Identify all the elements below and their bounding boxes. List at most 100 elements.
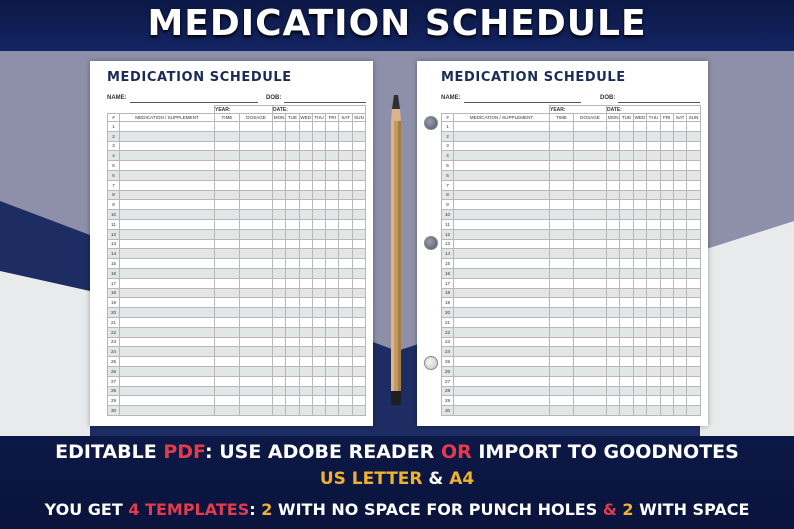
row-number: 1 [107, 121, 120, 132]
entry-cell [311, 160, 327, 171]
entry-cell [351, 218, 367, 230]
table-row: 13 [107, 238, 367, 250]
column-header: MON [271, 113, 287, 122]
or-text: OR [440, 441, 472, 463]
entry-cell [239, 287, 273, 299]
entry-cell [214, 267, 240, 279]
entry-cell [605, 199, 621, 211]
table-row: 30 [107, 405, 367, 416]
entry-cell [573, 248, 607, 260]
entry-cell [325, 130, 340, 142]
entry-cell [646, 326, 661, 338]
entry-cell [285, 287, 300, 299]
entry-cell [271, 150, 287, 162]
entry-cell [351, 199, 367, 211]
entry-cell [214, 375, 240, 387]
entry-cell [311, 130, 327, 142]
entry-cell [646, 307, 661, 318]
entry-cell [285, 277, 300, 289]
column-header: MON [605, 113, 621, 122]
entry-cell [605, 356, 621, 367]
entry-cell [646, 179, 661, 191]
entry-cell [325, 365, 340, 377]
entry-cell [573, 365, 607, 377]
column-header: TIME [549, 113, 574, 122]
column-header: SAT [672, 113, 688, 122]
entry-cell [573, 356, 607, 367]
entry-cell [325, 336, 340, 348]
entry-cell [338, 326, 353, 338]
entry-cell [338, 375, 353, 387]
entry-cell [325, 248, 340, 260]
entry-cell [119, 346, 215, 358]
entry-cell [632, 316, 648, 328]
entry-cell [453, 160, 550, 171]
entry-cell [325, 258, 340, 269]
entry-cell [686, 209, 701, 220]
entry-cell [119, 287, 215, 299]
entry-cell [605, 140, 621, 152]
entry-cell [239, 356, 273, 367]
table-row: 5 [441, 160, 701, 171]
row-number: 15 [107, 258, 120, 269]
entry-cell [659, 356, 674, 367]
entry-cell [119, 179, 215, 191]
entry-cell [672, 199, 688, 211]
entry-cell [285, 209, 300, 220]
entry-cell [605, 326, 621, 338]
entry-cell [325, 267, 340, 279]
column-header: DOSAGE [573, 113, 607, 122]
entry-cell [239, 140, 273, 152]
entry-cell [605, 365, 621, 377]
entry-cell [214, 287, 240, 299]
table-row: 23 [107, 336, 367, 348]
entry-cell [672, 365, 688, 377]
entry-cell [659, 277, 674, 289]
entry-cell [239, 179, 273, 191]
entry-cell [325, 160, 340, 171]
entry-cell [351, 140, 367, 152]
entry-cell [214, 248, 240, 260]
entry-cell [325, 218, 340, 230]
entry-cell [239, 395, 273, 407]
table-body: YEAR: DATE: # MEDICATION / SUPPLEMENT TIME DO… [107, 105, 367, 416]
format-text: EDITABLE [55, 441, 164, 463]
entry-cell [325, 199, 340, 211]
entry-cell [659, 385, 674, 397]
entry-cell [338, 405, 353, 416]
table-row: 4 [107, 150, 367, 162]
entry-cell [351, 179, 367, 191]
entry-cell [619, 209, 634, 220]
entry-cell [351, 375, 367, 387]
entry-cell [298, 307, 313, 318]
entry-cell [672, 277, 688, 289]
entry-cell [686, 258, 701, 269]
entry-cell [311, 405, 327, 416]
entry-cell [351, 307, 367, 318]
entry-cell [271, 130, 287, 142]
entry-cell [573, 297, 607, 309]
entry-cell [619, 287, 634, 299]
entry-cell [214, 258, 240, 269]
row-number: 8 [441, 189, 454, 201]
entry-cell [672, 258, 688, 269]
entry-cell [351, 346, 367, 358]
entry-cell [646, 169, 661, 181]
entry-cell [672, 297, 688, 309]
entry-cell [271, 209, 287, 220]
entry-cell [325, 238, 340, 250]
entry-cell [325, 277, 340, 289]
entry-cell [573, 336, 607, 348]
entry-cell [214, 160, 240, 171]
table-row: 21 [441, 316, 701, 328]
entry-cell [239, 405, 273, 416]
entry-cell [672, 209, 688, 220]
entry-cell [549, 277, 574, 289]
entry-cell [325, 395, 340, 407]
entry-cell [619, 346, 634, 358]
entry-cell [605, 277, 621, 289]
column-header: TIME [214, 113, 240, 122]
entry-cell [271, 121, 287, 132]
entry-cell [214, 150, 240, 162]
entry-cell [646, 121, 661, 132]
